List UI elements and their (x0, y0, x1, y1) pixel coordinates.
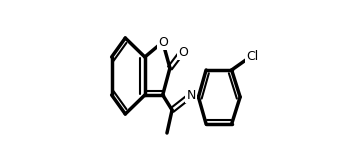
Text: N: N (186, 89, 196, 101)
Text: Cl: Cl (246, 49, 258, 63)
Text: O: O (158, 36, 168, 49)
Text: O: O (178, 45, 188, 59)
